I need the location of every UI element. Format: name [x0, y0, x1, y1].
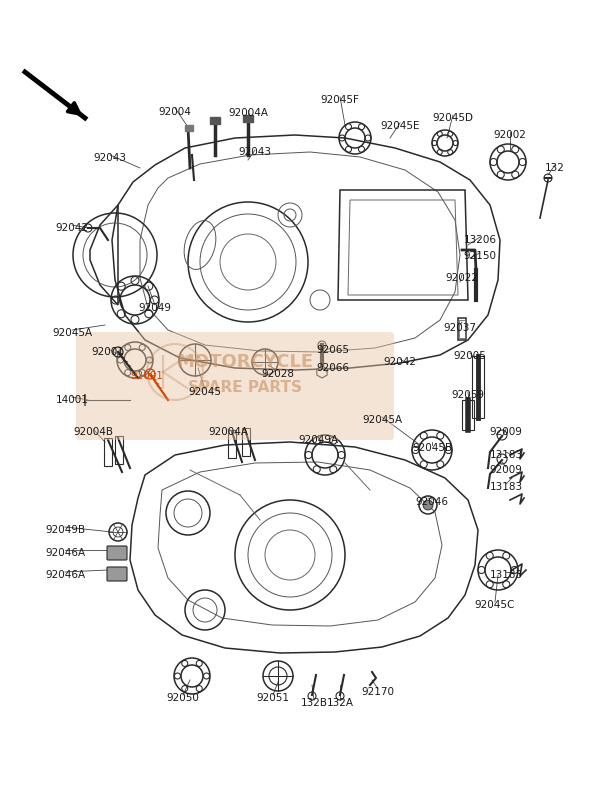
Text: 92065: 92065 [317, 345, 349, 355]
Text: 92009: 92009 [490, 427, 523, 437]
Text: 92028: 92028 [262, 369, 295, 379]
Text: 13183: 13183 [490, 450, 523, 460]
Text: 92004B: 92004B [73, 427, 113, 437]
Bar [228, 430, 236, 458]
Bar [243, 115, 253, 122]
Text: 92001: 92001 [92, 347, 124, 357]
Text: 13183: 13183 [490, 570, 523, 580]
Text: 92066: 92066 [317, 363, 349, 373]
Text: 92043: 92043 [94, 153, 127, 163]
Text: 132A: 132A [326, 698, 353, 708]
Text: 13183: 13183 [490, 482, 523, 492]
Text: 92004: 92004 [158, 107, 191, 117]
Text: 14001: 14001 [56, 395, 88, 405]
Bar [104, 438, 112, 466]
Text: 92042: 92042 [56, 223, 89, 233]
Bar [242, 428, 250, 456]
Text: 92046A: 92046A [45, 570, 85, 580]
Text: MOTORCYCLE: MOTORCYCLE [176, 353, 314, 371]
Text: 92045B: 92045B [412, 443, 452, 453]
Text: 92009: 92009 [490, 465, 523, 475]
Text: 132: 132 [545, 163, 565, 173]
Text: 92005: 92005 [454, 351, 487, 361]
Bar [115, 436, 123, 464]
Text: 92043: 92043 [239, 147, 271, 157]
Text: 92042: 92042 [383, 357, 416, 367]
Bar [185, 125, 193, 131]
Text: SPARE PARTS: SPARE PARTS [188, 381, 302, 396]
FancyBboxPatch shape [76, 332, 394, 440]
Text: 92170: 92170 [361, 687, 395, 697]
Text: 92049B: 92049B [45, 525, 85, 535]
Text: 92045F: 92045F [320, 95, 359, 105]
Text: 92045C: 92045C [475, 600, 515, 610]
Text: 92045: 92045 [188, 387, 221, 397]
Bar [459, 320, 465, 338]
Text: 92150: 92150 [464, 251, 497, 261]
Bar [210, 117, 220, 124]
Text: 92037: 92037 [443, 323, 476, 333]
Text: 92002: 92002 [494, 130, 526, 140]
Text: 92004A: 92004A [228, 108, 268, 118]
FancyBboxPatch shape [107, 567, 127, 581]
Text: 92050: 92050 [167, 693, 199, 703]
Text: 92059: 92059 [452, 390, 485, 400]
Bar [472, 356, 484, 418]
Text: 92046A: 92046A [45, 548, 85, 558]
Text: 92045A: 92045A [52, 328, 92, 338]
Text: 92001: 92001 [131, 371, 163, 381]
Text: 92004A: 92004A [208, 427, 248, 437]
Text: 13206: 13206 [464, 235, 497, 245]
Text: 92045D: 92045D [433, 113, 473, 123]
Bar [458, 318, 466, 340]
Text: 132B: 132B [301, 698, 328, 708]
Text: 92049A: 92049A [298, 435, 338, 445]
Text: 92045A: 92045A [362, 415, 402, 425]
FancyBboxPatch shape [107, 546, 127, 560]
Text: 92046: 92046 [415, 497, 449, 507]
Text: 92022: 92022 [445, 273, 479, 283]
Circle shape [423, 500, 433, 510]
Text: 92049: 92049 [139, 303, 172, 313]
Text: 92051: 92051 [257, 693, 290, 703]
Text: 92045E: 92045E [380, 121, 420, 131]
Bar [462, 400, 474, 430]
